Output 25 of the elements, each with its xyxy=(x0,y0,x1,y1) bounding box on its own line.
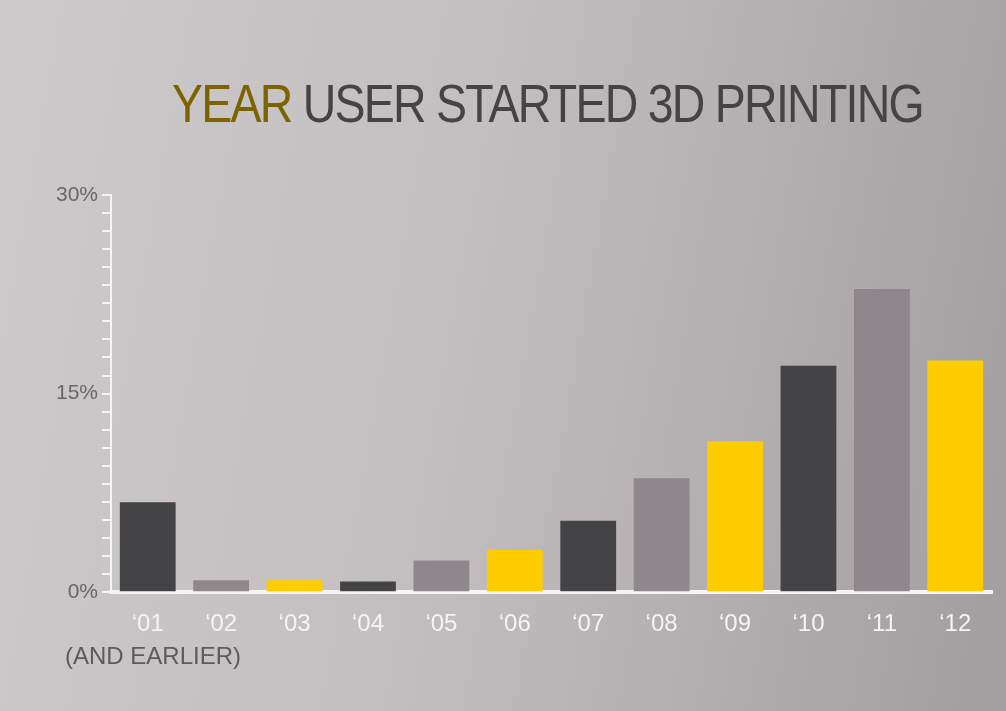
x-tick-label: ‘08 xyxy=(645,609,678,637)
y-tick-label: 30% xyxy=(56,181,99,205)
bar xyxy=(707,441,763,592)
chart-title: YEAR USER STARTED 3D PRINTING xyxy=(172,72,923,134)
bar xyxy=(119,502,176,592)
bar xyxy=(340,581,396,592)
bar xyxy=(633,478,690,592)
bar xyxy=(266,580,323,592)
bar xyxy=(927,360,984,592)
y-tick-label: 15% xyxy=(56,380,99,404)
bar xyxy=(853,289,910,592)
y-tick-label: 0% xyxy=(67,579,99,602)
bar xyxy=(413,560,470,592)
bar xyxy=(193,580,250,592)
text: (AND EARLIER) xyxy=(65,641,242,669)
x-tick-label: ‘05 xyxy=(425,609,458,637)
x-tick-label: ‘09 xyxy=(719,609,752,637)
bar xyxy=(486,549,543,592)
bar xyxy=(780,365,837,592)
bar xyxy=(560,520,617,592)
x-tick-label: ‘11 xyxy=(866,609,897,637)
x-tick-label: ‘10 xyxy=(792,609,825,637)
x-tick-label: ‘12 xyxy=(939,609,972,637)
x-tick-label: ‘06 xyxy=(498,609,531,637)
x-tick-label: ‘07 xyxy=(572,609,605,637)
